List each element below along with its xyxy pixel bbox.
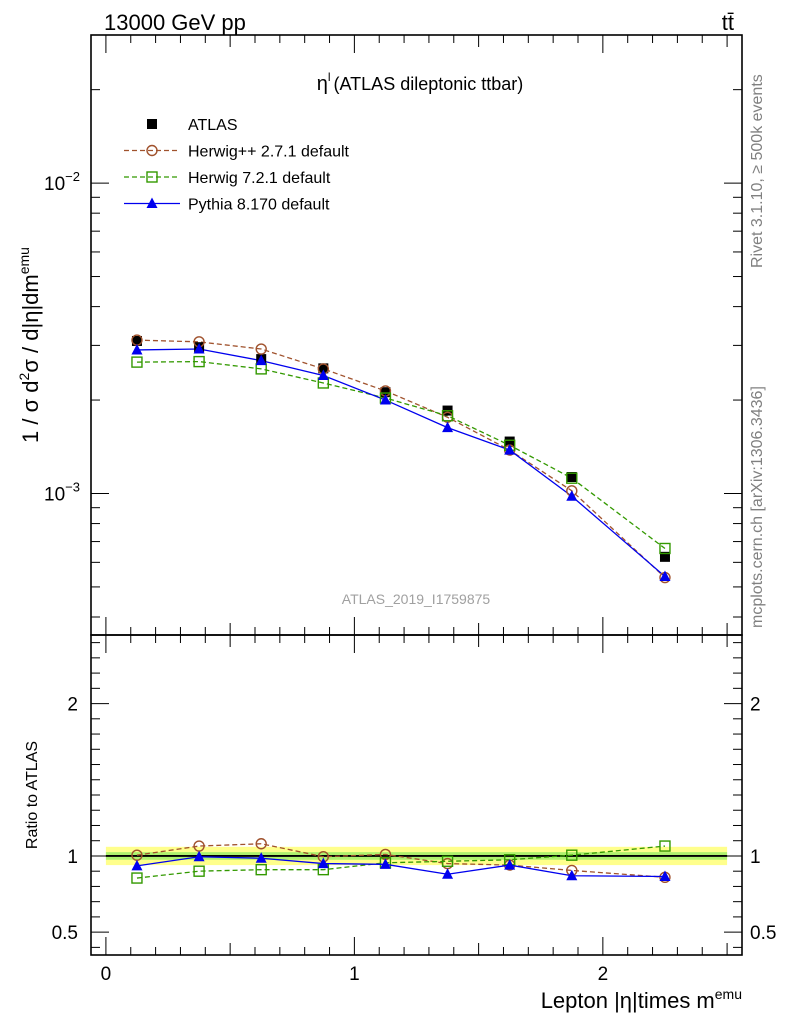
- data-point: [131, 343, 143, 355]
- legend-entry-label: ATLAS: [188, 117, 238, 134]
- data-point: [504, 436, 515, 447]
- data-point: [566, 849, 578, 861]
- main-axis-ticks: 10−2 10−3: [44, 34, 742, 635]
- data-point: [317, 857, 329, 869]
- data-point: [131, 335, 142, 346]
- data-point: [659, 570, 671, 582]
- data-point: [441, 855, 454, 867]
- data-point: [379, 858, 391, 869]
- data-point: [380, 387, 391, 398]
- data-point: [442, 421, 454, 433]
- data-point: [255, 354, 267, 366]
- ratio-series-group: [131, 838, 671, 884]
- data-point: [255, 838, 267, 850]
- series-line: [136, 348, 666, 578]
- data-point: [659, 542, 671, 555]
- series-line: [136, 339, 666, 579]
- ratio-y-axis-label: Ratio to ATLAS: [24, 741, 41, 849]
- data-point: [442, 868, 454, 879]
- main-y-axis-label: 1 / σ d2σ / d|η|dmemu: [16, 247, 43, 443]
- analysis-watermark: ATLAS_2019_I1759875: [342, 591, 491, 607]
- data-point: [566, 490, 578, 501]
- data-point: [659, 551, 670, 562]
- data-point: [566, 869, 578, 881]
- process-label: tt̄: [722, 10, 734, 35]
- data-point: [504, 859, 516, 870]
- y-tick-label-right: 2: [750, 695, 761, 716]
- data-point: [146, 197, 158, 208]
- data-point: [193, 355, 205, 368]
- data-point: [317, 369, 329, 380]
- data-point: [146, 144, 158, 157]
- main-panel: 10−2 10−3 ηl (ATLAS dileptonic ttbar) ATLA…: [16, 34, 743, 636]
- data-point: [131, 859, 143, 871]
- data-point: [193, 343, 205, 354]
- data-point: [146, 171, 158, 183]
- data-point: [379, 394, 391, 405]
- data-point: [566, 472, 578, 484]
- ratio-axis-ticks: 0 1 2 0.5 0.5 1 1 2 2: [52, 635, 776, 985]
- data-point: [255, 343, 267, 355]
- data-point: [659, 840, 671, 852]
- data-point: [255, 863, 267, 876]
- data-point: [566, 472, 577, 483]
- y-tick-label-right: 0.5: [750, 923, 776, 944]
- series-line: [136, 360, 666, 549]
- y-tick-label: 10−3: [44, 479, 80, 505]
- x-axis-label: Lepton |η|times memu: [541, 986, 742, 1013]
- legend: ATLAS Herwig++ 2.7.1 default Herwig 7.2.1 …: [124, 117, 350, 214]
- data-point: [131, 872, 143, 884]
- data-point: [255, 852, 267, 863]
- ratio-frame: [90, 634, 743, 956]
- y-tick-label-right: 1: [750, 847, 761, 868]
- y-tick-label: 1: [67, 847, 78, 868]
- data-point: [147, 119, 157, 129]
- legend-entry-label: Herwig++ 2.7.1 default: [188, 144, 350, 161]
- data-point: [441, 410, 454, 422]
- mcplots-label: mcplots.cern.ch [arXiv:1306.3436]: [749, 386, 766, 628]
- x-tick-label: 2: [598, 964, 609, 985]
- plot-title: ηl (ATLAS dileptonic ttbar): [317, 70, 524, 95]
- main-series-group: [131, 334, 671, 584]
- x-tick-label: 0: [101, 964, 112, 985]
- ratio-series-line: [136, 843, 666, 878]
- data-point: [193, 850, 205, 862]
- y-tick-label: 0.5: [52, 923, 78, 944]
- rivet-version-label: Rivet 3.1.10, ≥ 500k events: [749, 74, 766, 268]
- x-tick-label: 1: [349, 964, 360, 985]
- energy-label: 13000 GeV pp: [104, 10, 246, 35]
- ratio-panel: 0 1 2 0.5 0.5 1 1 2 2 Ratio to ATLAS Lepton |η|t…: [24, 634, 776, 1013]
- y-tick-label: 2: [67, 695, 78, 716]
- data-point: [318, 363, 329, 374]
- y-tick-label: 10−2: [44, 169, 80, 195]
- data-point: [131, 356, 143, 368]
- legend-entry-label: Herwig 7.2.1 default: [188, 170, 331, 187]
- data-point: [504, 444, 516, 455]
- data-point: [659, 870, 671, 882]
- data-point: [193, 865, 205, 877]
- legend-entry-label: Pythia 8.170 default: [188, 197, 330, 214]
